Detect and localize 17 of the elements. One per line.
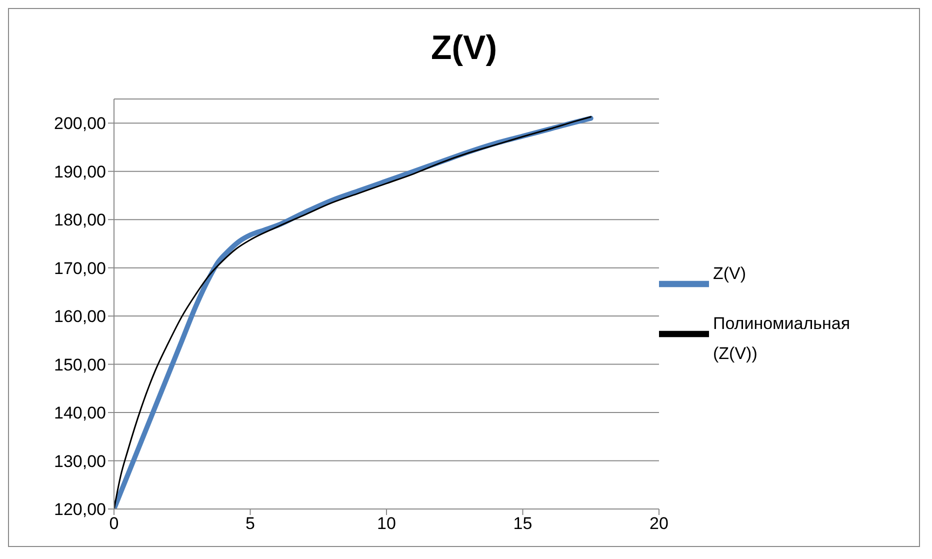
x-tick-label: 0	[109, 514, 119, 534]
x-tick-label: 10	[377, 514, 396, 534]
x-tick-label: 20	[650, 514, 668, 534]
y-tick-label: 160,00	[54, 307, 106, 326]
y-tick-label: 150,00	[54, 355, 106, 374]
y-tick-label: 130,00	[54, 452, 106, 471]
legend-label: Полиномиальная (Z(V))	[713, 313, 852, 365]
y-tick-label: 120,00	[54, 500, 106, 520]
y-tick-label: 140,00	[54, 404, 106, 423]
y-tick-label: 190,00	[54, 162, 106, 182]
y-tick-label: 170,00	[54, 258, 106, 278]
legend-label: Z(V)	[713, 263, 746, 285]
x-tick-label: 15	[513, 514, 532, 534]
y-tick-label: 180,00	[54, 210, 106, 230]
y-tick-label: 200,00	[54, 114, 106, 134]
chart-title: Z(V)	[430, 29, 498, 69]
x-tick-label: 5	[246, 514, 255, 534]
